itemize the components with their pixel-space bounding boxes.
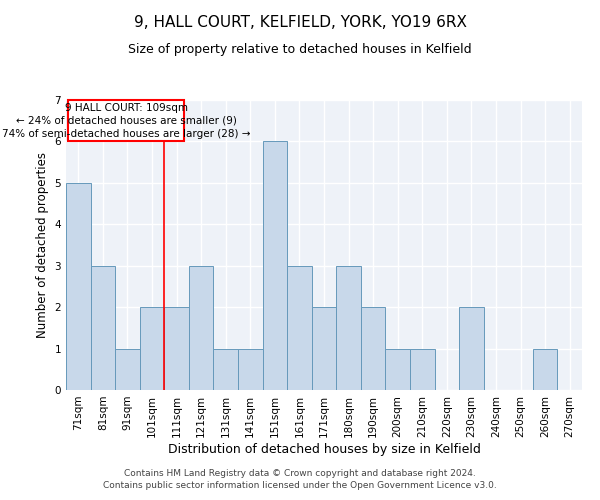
Bar [336,266,361,390]
Bar [238,348,263,390]
Bar [459,307,484,390]
Text: Size of property relative to detached houses in Kelfield: Size of property relative to detached ho… [128,42,472,56]
Bar [385,348,410,390]
X-axis label: Distribution of detached houses by size in Kelfield: Distribution of detached houses by size … [167,442,481,456]
Y-axis label: Number of detached properties: Number of detached properties [36,152,49,338]
Bar [287,266,312,390]
Bar [66,183,91,390]
FancyBboxPatch shape [68,100,184,141]
Bar [115,348,140,390]
Bar [361,307,385,390]
Bar [214,348,238,390]
Text: Contains HM Land Registry data © Crown copyright and database right 2024.
Contai: Contains HM Land Registry data © Crown c… [103,469,497,490]
Bar [410,348,434,390]
Bar [91,266,115,390]
Text: 9 HALL COURT: 109sqm
← 24% of detached houses are smaller (9)
74% of semi-detach: 9 HALL COURT: 109sqm ← 24% of detached h… [2,102,250,139]
Bar [533,348,557,390]
Bar [263,142,287,390]
Bar [164,307,189,390]
Bar [312,307,336,390]
Bar [189,266,214,390]
Text: 9, HALL COURT, KELFIELD, YORK, YO19 6RX: 9, HALL COURT, KELFIELD, YORK, YO19 6RX [133,15,467,30]
Bar [140,307,164,390]
